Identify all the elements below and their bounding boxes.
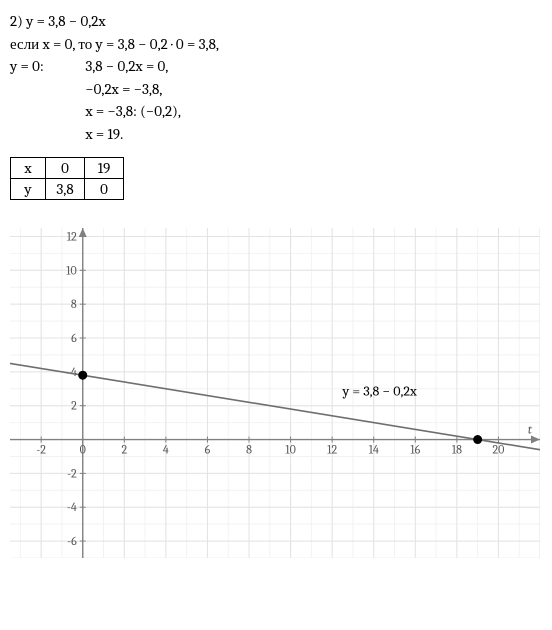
- step-3: x = −3,8: (−0,2),: [85, 102, 181, 120]
- row-header-y: y: [11, 179, 46, 200]
- svg-text:14: 14: [369, 443, 379, 457]
- svg-text:20: 20: [492, 443, 504, 457]
- svg-text:12: 12: [327, 443, 337, 457]
- svg-text:-2: -2: [67, 466, 77, 480]
- table-row: x 0 19: [11, 158, 124, 179]
- svg-text:16: 16: [410, 443, 420, 457]
- row-header-x: x: [11, 158, 46, 179]
- svg-text:0: 0: [80, 443, 86, 457]
- svg-text:4: 4: [163, 443, 169, 457]
- cell-y-1: 0: [85, 179, 124, 200]
- step-4: x = 19.: [85, 125, 123, 143]
- cell-x-0: 0: [46, 158, 85, 179]
- problem-number: 2): [10, 12, 23, 30]
- table-row: y 3,8 0: [11, 179, 124, 200]
- cell-x-1: 19: [85, 158, 124, 179]
- svg-text:6: 6: [71, 331, 77, 345]
- problem-text: 2) y = 3,8 − 0,2x если x = 0, то y = 3,8…: [10, 10, 542, 145]
- step-1: 3,8 − 0,2x = 0,: [85, 57, 168, 75]
- step-2: −0,2x = −3,8,: [85, 80, 162, 98]
- cell-y-0: 3,8: [46, 179, 85, 200]
- svg-text:-4: -4: [67, 500, 77, 514]
- problem-line-1: если x = 0, то y = 3,8 − 0,2 · 0 = 3,8,: [10, 33, 542, 56]
- svg-text:2: 2: [71, 399, 77, 413]
- svg-text:4: 4: [71, 365, 77, 379]
- svg-text:-2: -2: [36, 443, 46, 457]
- line-chart: t-202468101214161820-6-4-224681012y = 3,…: [10, 228, 542, 562]
- problem-equation: y = 3,8 − 0,2x: [26, 12, 105, 30]
- svg-text:8: 8: [246, 443, 252, 457]
- svg-text:6: 6: [205, 443, 211, 457]
- svg-text:y = 3,8 − 0,2x: y = 3,8 − 0,2x: [342, 383, 417, 400]
- svg-text:12: 12: [67, 229, 77, 243]
- problem-line-2: y = 0:: [10, 55, 82, 78]
- values-table: x 0 19 y 3,8 0: [10, 157, 124, 200]
- svg-text:2: 2: [121, 443, 127, 457]
- svg-text:10: 10: [285, 443, 296, 457]
- svg-text:10: 10: [66, 263, 77, 277]
- svg-text:8: 8: [71, 297, 77, 311]
- svg-text:-6: -6: [67, 534, 77, 548]
- svg-text:18: 18: [452, 443, 462, 457]
